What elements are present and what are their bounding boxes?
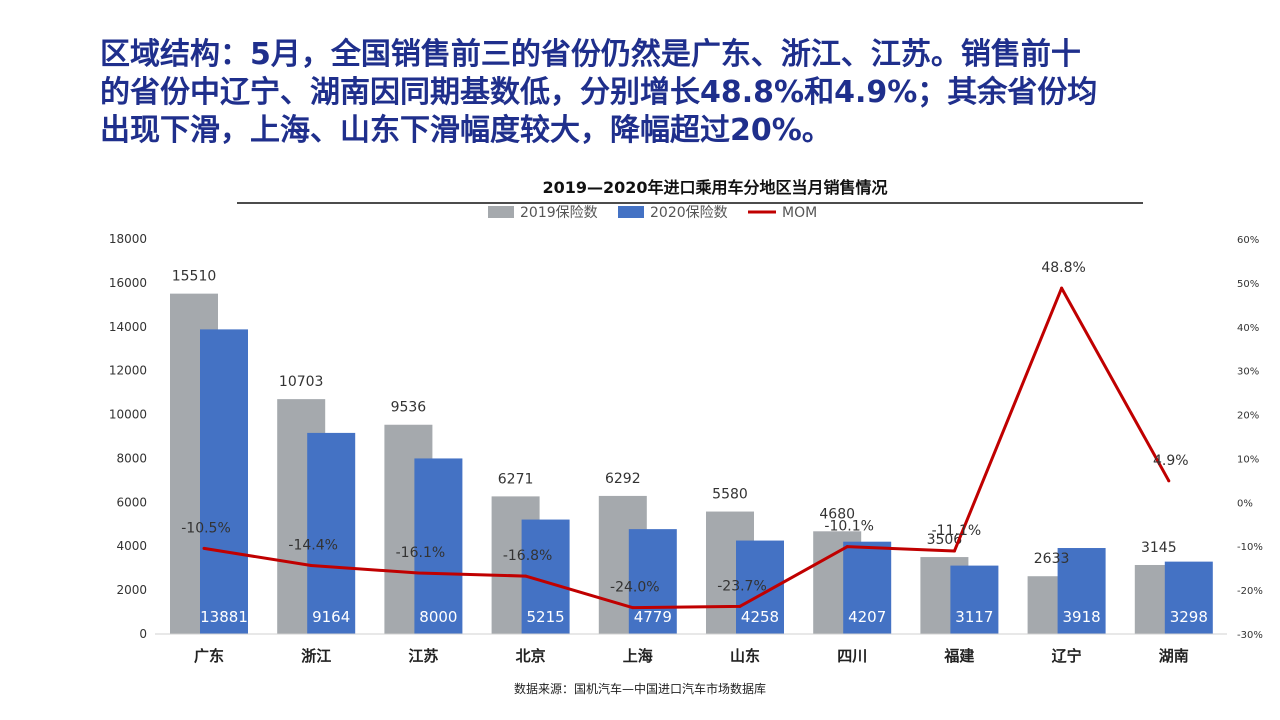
mom-value-label: 4.9% [1153,453,1189,469]
mom-value-label: -10.1% [824,519,874,535]
right-axis-tick: -10% [1237,542,1263,553]
right-axis-tick: 0% [1237,498,1253,509]
mom-value-label: -23.7% [717,578,767,594]
bar-2020-value: 4207 [848,608,886,626]
sales-chart: 2019—2020年进口乘用车分地区当月销售情况 2019保险数 2020保险数 M… [109,178,1263,665]
left-axis-tick: 6000 [116,495,147,509]
bar-2020-value: 4779 [634,608,672,626]
category-labels: 广东 浙江 江苏 北京 上海 山东 四川 福建 辽宁 湖南 [194,647,1189,665]
bar-2019-value: 4680 [819,506,855,522]
left-axis-tick: 4000 [116,539,147,553]
left-axis-tick: 10000 [109,408,147,422]
legend: 2019保险数 2020保险数 MOM [488,205,817,221]
legend-label: 2020保险数 [650,205,728,221]
mom-point [952,549,956,553]
legend-label: MOM [782,205,817,221]
bar-2019-value: 3506 [927,532,963,548]
left-axis-tick: 18000 [109,232,147,246]
category-label: 浙江 [301,647,331,665]
headline-line-1: 区域结构：5月，全国销售前三的省份仍然是广东、浙江、江苏。销售前十 [100,37,1081,72]
bar-2019-value: 5580 [712,487,748,503]
mom-point [309,564,313,568]
legend-swatch-bar [618,206,644,218]
bar-2020 [1057,548,1106,634]
mom-point [1060,286,1064,290]
bar-2020-value: 5215 [527,608,565,626]
left-axis-tick: 16000 [109,276,147,290]
bar-2020 [950,565,999,634]
legend-label: 2019保险数 [520,205,598,221]
mom-labels: -10.5% -14.4% -16.1% -16.8% -24.0% -23.7% -10.… [181,260,1188,596]
bar-2019-value: 3145 [1141,540,1177,556]
mom-value-label: -16.8% [503,548,553,564]
mom-point [631,606,635,610]
category-label: 上海 [623,647,653,665]
headline-line-3: 出现下滑，上海、山东下滑幅度较大，降幅超过20%。 [100,113,832,148]
bar-2020 [1164,561,1213,634]
mom-line [202,286,1171,610]
right-axis-tick: -20% [1237,586,1263,597]
right-axis-tick: 50% [1237,279,1259,290]
right-axis: -30% -20% -10% 0% 10% 20% 30% 40% 50% 60% [1237,235,1263,641]
right-axis-tick: 10% [1237,454,1259,465]
category-label: 江苏 [408,647,438,665]
bar-2020 [414,458,463,634]
bar-2020 [200,329,248,634]
mom-value-label: -10.5% [181,520,231,536]
mom-point [524,574,528,578]
bar-2019-value: 10703 [279,374,324,390]
bar-2020 [843,541,892,634]
source-note: 数据来源：国机汽车—中国进口汽车市场数据库 [513,682,766,696]
right-axis-tick: 20% [1237,411,1259,422]
bar-2019-value: 6271 [498,471,534,487]
bar-2020-value: 3117 [955,608,993,626]
mom-point [738,604,742,608]
mom-point [845,545,849,549]
category-label: 山东 [730,647,760,665]
left-axis-tick: 2000 [116,583,147,597]
bar-2020-value: 9164 [312,608,350,626]
mom-value-label: -16.1% [396,545,446,561]
mom-value-label: 48.8% [1041,260,1085,276]
category-label: 广东 [194,647,224,665]
mom-value-label: -11.1% [932,523,982,539]
bar-2020-value: 4258 [741,608,779,626]
left-axis: 0 2000 4000 6000 8000 10000 12000 14000 16000 180… [109,232,147,641]
mom-point [1167,479,1171,483]
mom-point [202,546,206,550]
bar-2019-value: 9536 [391,400,427,416]
bar-2020-value: 13881 [200,608,248,626]
bars: 15510 13881 10703 9164 9536 8000 6271 5215 6292 4… [170,269,1213,634]
left-axis-tick: 8000 [116,451,147,465]
bar-2020 [307,432,356,634]
category-label: 湖南 [1159,647,1189,665]
right-axis-tick: 30% [1237,367,1259,378]
category-label: 四川 [837,647,867,665]
bar-2020-value: 3918 [1063,608,1101,626]
bar-2020-value: 8000 [419,608,457,626]
bar-2020 [628,529,677,634]
bar-2020-value: 3298 [1170,608,1208,626]
left-axis-tick: 14000 [109,320,147,334]
right-axis-tick: 40% [1237,323,1259,334]
bar-2019-value: 2633 [1034,551,1070,567]
bar-2019-value: 15510 [172,269,217,285]
left-axis-tick: 0 [139,627,147,641]
mom-series-line [203,286,1171,610]
mom-value-label: -24.0% [610,580,660,596]
headline: 区域结构：5月，全国销售前三的省份仍然是广东、浙江、江苏。销售前十 的省份中辽宁… [100,36,1210,150]
left-axis-tick: 12000 [109,364,147,378]
category-label: 北京 [516,647,546,665]
category-label: 福建 [943,647,975,665]
headline-line-2: 的省份中辽宁、湖南因同期基数低，分别增长48.8%和4.9%；其余省份均 [100,75,1098,110]
mom-value-label: -14.4% [288,538,338,554]
legend-swatch-bar [488,206,514,218]
right-axis-tick: 60% [1237,235,1259,246]
chart-title: 2019—2020年进口乘用车分地区当月销售情况 [542,178,887,197]
mom-point [416,571,420,575]
bar-2019-value: 6292 [605,471,641,487]
category-label: 辽宁 [1052,647,1082,665]
right-axis-tick: -30% [1237,630,1263,641]
